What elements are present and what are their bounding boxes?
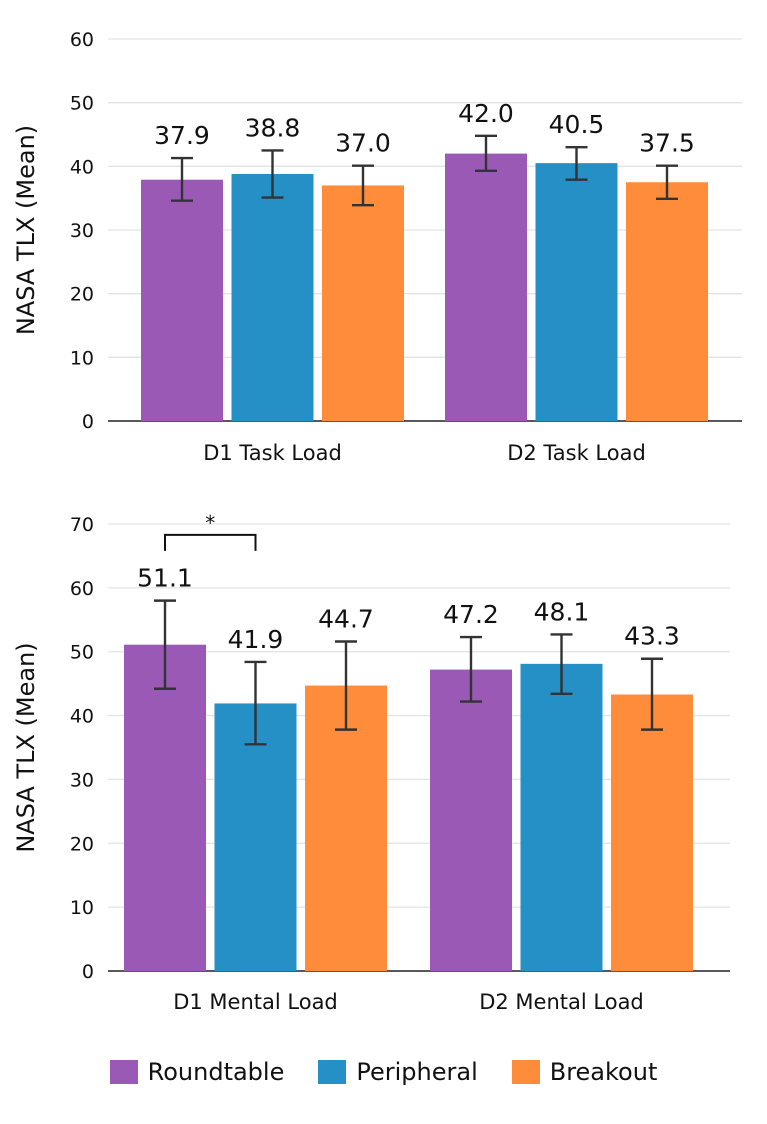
panel1-category-label-0: D1 Task Load bbox=[203, 441, 342, 465]
panel2-value-label-peripheral-0: 41.9 bbox=[228, 625, 284, 654]
panel1-ytick-60: 60 bbox=[70, 29, 94, 51]
panel2-bar-peripheral-1 bbox=[520, 663, 603, 971]
panel2-category-label-0: D1 Mental Load bbox=[173, 990, 338, 1014]
panel2-bar-roundtable-0 bbox=[124, 644, 206, 971]
panel2-ytick-30: 30 bbox=[70, 769, 94, 791]
panel1-ytick-20: 20 bbox=[70, 284, 94, 306]
panel1-bar-breakout-0 bbox=[322, 185, 404, 421]
panel2-bar-breakout-1 bbox=[611, 694, 693, 971]
legend: Roundtable Peripheral Breakout bbox=[0, 1058, 767, 1086]
panel1-ytick-10: 10 bbox=[70, 347, 94, 369]
panel1-ytick-30: 30 bbox=[70, 220, 94, 242]
legend-item-peripheral: Peripheral bbox=[318, 1058, 478, 1086]
legend-item-roundtable: Roundtable bbox=[109, 1058, 285, 1086]
panel2-ytick-40: 40 bbox=[70, 706, 94, 728]
panel1-bar-peripheral-1 bbox=[535, 163, 618, 421]
panel1-bar-breakout-1 bbox=[626, 182, 708, 421]
panel1-bar-peripheral-0 bbox=[231, 173, 314, 421]
legend-swatch-breakout bbox=[511, 1060, 540, 1084]
panel1-value-label-roundtable-1: 42.0 bbox=[458, 99, 514, 128]
panel1-bar-roundtable-0 bbox=[141, 179, 223, 421]
panel1-ytick-40: 40 bbox=[70, 156, 94, 178]
panel2-ytick-70: 70 bbox=[70, 514, 94, 536]
panel1-value-label-peripheral-1: 40.5 bbox=[549, 110, 605, 139]
panel1-value-label-breakout-0: 37.0 bbox=[335, 129, 391, 158]
charts-svg: 0 10 20 30 40 50 60 NASA TLX (Mean) 37.9 38.8 37.0… bbox=[12, 29, 742, 1014]
legend-swatch-peripheral bbox=[318, 1060, 347, 1084]
panel1-ytick-0: 0 bbox=[82, 411, 94, 433]
panel2-value-label-roundtable-0: 51.1 bbox=[137, 564, 193, 593]
legend-item-breakout: Breakout bbox=[511, 1058, 658, 1086]
panel2-significance-label-0: * bbox=[205, 511, 215, 535]
panel2-ytick-20: 20 bbox=[70, 833, 94, 855]
panel2-bar-peripheral-0 bbox=[214, 703, 297, 971]
panel2-value-label-roundtable-1: 47.2 bbox=[443, 600, 499, 629]
panel2-ytick-10: 10 bbox=[70, 897, 94, 919]
panel2-value-label-breakout-1: 43.3 bbox=[624, 622, 680, 651]
panel2-y-axis-label: NASA TLX (Mean) bbox=[12, 642, 40, 852]
legend-swatch-roundtable bbox=[109, 1060, 138, 1084]
panel2-ytick-0: 0 bbox=[82, 961, 94, 983]
panel1-bar-roundtable-1 bbox=[445, 153, 527, 421]
panel1-ytick-50: 50 bbox=[70, 93, 94, 115]
panel2-value-label-peripheral-1: 48.1 bbox=[534, 597, 590, 626]
panel2-significance-bracket-0 bbox=[164, 533, 257, 551]
panel2-ytick-60: 60 bbox=[70, 578, 94, 600]
panel1-value-label-breakout-1: 37.5 bbox=[639, 129, 695, 158]
panel1-value-label-roundtable-0: 37.9 bbox=[154, 121, 210, 150]
legend-label-roundtable: Roundtable bbox=[147, 1058, 285, 1086]
panel1-y-axis-label: NASA TLX (Mean) bbox=[12, 125, 40, 335]
panel1-value-label-peripheral-0: 38.8 bbox=[245, 113, 301, 142]
panel2-value-label-breakout-0: 44.7 bbox=[318, 604, 374, 633]
panel2-bar-breakout-0 bbox=[305, 685, 387, 971]
legend-label-breakout: Breakout bbox=[549, 1058, 658, 1086]
panel2-bar-roundtable-1 bbox=[430, 669, 512, 971]
panel1-category-label-1: D2 Task Load bbox=[507, 441, 646, 465]
legend-label-peripheral: Peripheral bbox=[356, 1058, 478, 1086]
panel2-ytick-50: 50 bbox=[70, 642, 94, 664]
panel2-category-label-1: D2 Mental Load bbox=[479, 990, 644, 1014]
